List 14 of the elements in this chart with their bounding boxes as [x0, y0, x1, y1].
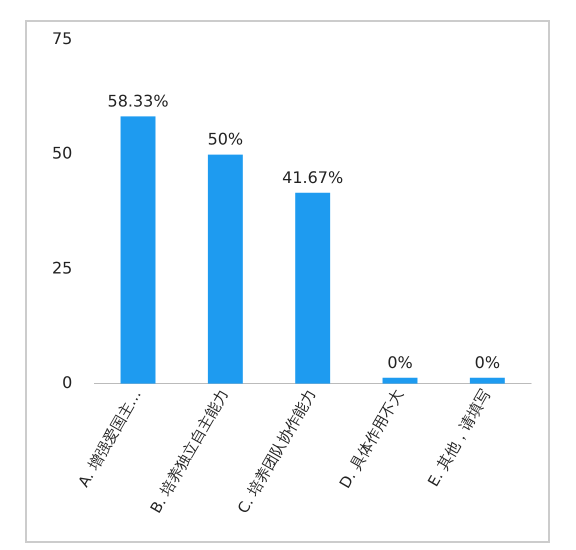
data-label: 50%: [208, 130, 244, 149]
y-tick-label: 75: [52, 29, 72, 48]
x-tick-label: C. 培养团队协作能力: [234, 386, 320, 516]
x-tick-label: A. 增强爱国主…: [74, 386, 145, 490]
data-label: 0%: [474, 352, 500, 372]
y-tick-label: 50: [52, 144, 72, 163]
data-label: 0%: [387, 352, 413, 372]
data-label: 41.67%: [282, 168, 344, 187]
x-tick-label: D. 具体作用不大: [336, 386, 407, 492]
y-tick-label: 0: [62, 372, 72, 392]
data-label: 58.33%: [108, 92, 169, 111]
x-tick-label: B. 培养独立自主能力: [146, 386, 232, 516]
y-tick-label: 25: [52, 258, 72, 278]
x-tick-label: E. 其他，请填写: [424, 386, 494, 490]
